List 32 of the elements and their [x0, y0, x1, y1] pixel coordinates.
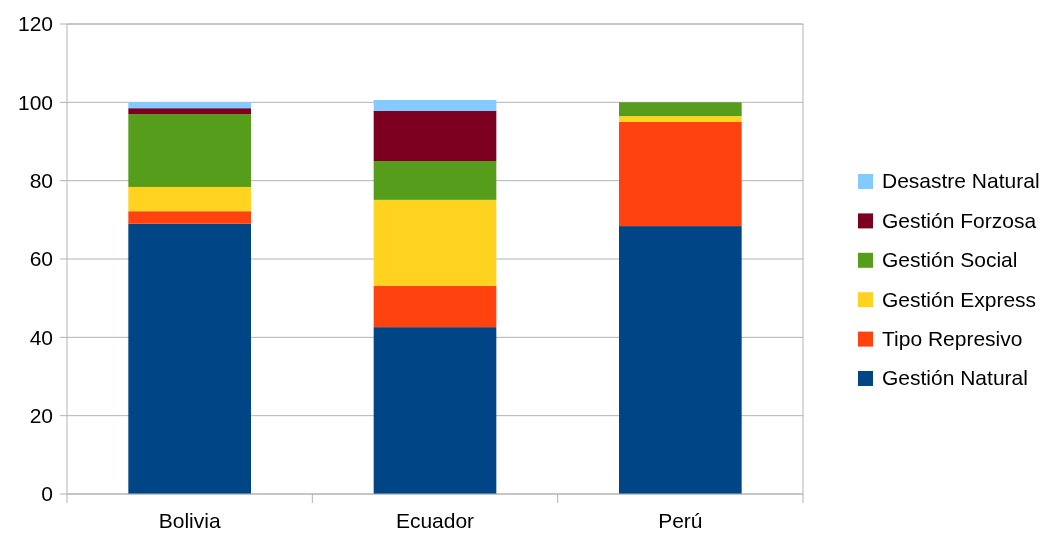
bar — [128, 102, 251, 109]
bar — [619, 116, 742, 122]
y-tick-label: 100 — [17, 90, 53, 114]
bar — [128, 114, 251, 187]
bar — [373, 286, 497, 328]
x-tick-label: Ecuador — [395, 509, 475, 532]
bar — [373, 110, 497, 162]
bar — [619, 226, 742, 494]
y-tick-label: 60 — [29, 247, 53, 271]
x-tick-label: Bolivia — [158, 509, 221, 532]
y-tick-label: 0 — [41, 482, 53, 506]
bar — [619, 102, 742, 117]
bar — [128, 186, 251, 212]
bar — [128, 108, 251, 115]
legend-label: Gestión Natural — [882, 366, 1028, 390]
x-tick-label: Perú — [658, 509, 703, 532]
legend-label: Desastre Natural — [882, 169, 1040, 193]
y-tick-label: 120 — [17, 12, 53, 36]
legend-label: Gestión Express — [882, 287, 1037, 311]
bar — [373, 327, 497, 494]
y-tick-label: 40 — [29, 325, 53, 349]
legend-label: Gestión Forzosa — [882, 208, 1037, 232]
bar — [373, 99, 497, 111]
bar — [373, 199, 497, 287]
bar — [128, 223, 251, 494]
bar — [619, 121, 742, 227]
bar — [373, 161, 497, 200]
y-tick-label: 20 — [29, 404, 53, 428]
bar — [128, 211, 251, 224]
legend-label: Gestión Social — [882, 248, 1018, 272]
legend-label: Tipo Represivo — [882, 326, 1023, 350]
y-tick-label: 80 — [29, 169, 53, 193]
